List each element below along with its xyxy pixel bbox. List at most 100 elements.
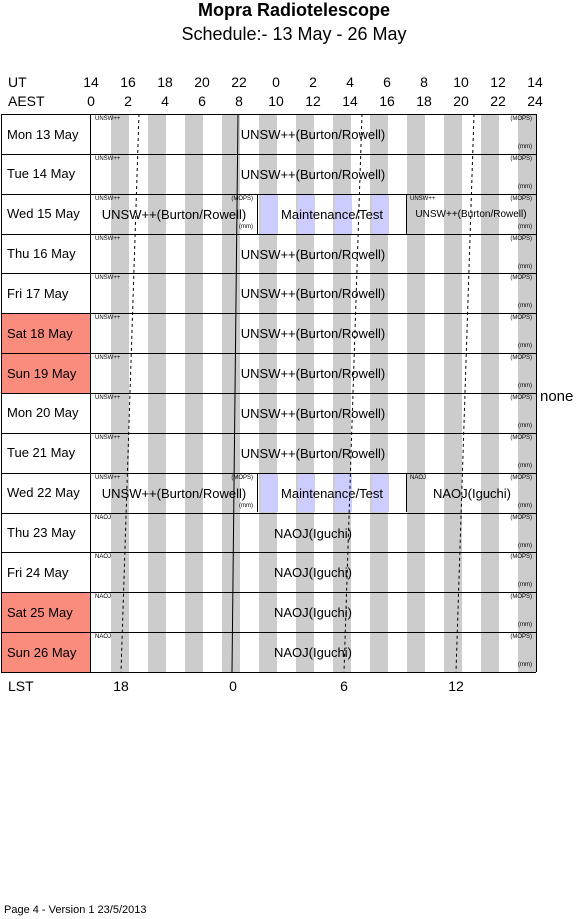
block-label: UNSW++(Burton/Rowell) bbox=[240, 366, 386, 382]
mm-tag: (mm) bbox=[518, 502, 532, 509]
day-cell: Tue 21 May bbox=[7, 445, 76, 461]
maintenance-stripe bbox=[335, 473, 352, 513]
row-divider bbox=[1, 153, 536, 155]
grid-border-right bbox=[536, 114, 537, 672]
row-divider bbox=[1, 233, 536, 235]
row-divider bbox=[1, 432, 536, 434]
mm-tag: (mm) bbox=[239, 223, 253, 230]
block-tag: UNSW++ bbox=[95, 275, 121, 282]
block-tag: NAOJ bbox=[95, 514, 112, 521]
maintenance-stripe bbox=[298, 473, 315, 513]
block-divider bbox=[406, 193, 407, 234]
mops-tag: (MOPS) bbox=[510, 634, 532, 641]
lst-line-12 bbox=[455, 113, 475, 673]
aest-tick: 10 bbox=[268, 93, 284, 109]
block-tag: NAOJ bbox=[95, 594, 112, 601]
day-cell: Mon 13 May bbox=[7, 126, 79, 142]
block-tag: NAOJ bbox=[95, 554, 112, 561]
row-divider bbox=[1, 114, 536, 115]
ut-tick: 6 bbox=[383, 74, 391, 90]
mm-tag: (mm) bbox=[518, 383, 532, 390]
mops-tag: (MOPS) bbox=[510, 355, 532, 362]
block-tag: UNSW++ bbox=[95, 116, 121, 122]
mm-tag: (mm) bbox=[518, 303, 532, 310]
block-tag: NAOJ bbox=[95, 634, 112, 641]
mm-tag: (mm) bbox=[518, 422, 532, 429]
maintenance-stripe bbox=[261, 473, 278, 513]
mops-tag: (MOPS) bbox=[510, 315, 532, 322]
mops-tag: (MOPS) bbox=[510, 394, 532, 401]
block-divider bbox=[257, 472, 258, 513]
mm-tag: (mm) bbox=[518, 462, 532, 469]
ut-tick: 18 bbox=[157, 74, 173, 90]
mops-tag: (MOPS) bbox=[510, 155, 532, 162]
block-tag: UNSW++ bbox=[410, 195, 436, 202]
day-cell: Sun 19 May bbox=[1, 353, 90, 393]
maintenance-stripe bbox=[372, 473, 389, 513]
mm-tag: (mm) bbox=[518, 662, 532, 669]
page-subtitle: Schedule:- 13 May - 26 May bbox=[181, 24, 407, 44]
aest-tick: 6 bbox=[198, 93, 206, 109]
block-label: NAOJ(Iguchi) bbox=[273, 565, 353, 581]
mops-tag: (MOPS) bbox=[510, 434, 532, 441]
block-label: UNSW++(Burton/Rowell) bbox=[101, 206, 247, 222]
maintenance-label: Maintenance/Test bbox=[281, 206, 383, 222]
day-cell: Wed 22 May bbox=[7, 485, 80, 501]
ut-label: UT bbox=[8, 74, 27, 90]
mops-tag: (MOPS) bbox=[510, 554, 532, 561]
ut-tick: 4 bbox=[346, 74, 354, 90]
mm-tag: (mm) bbox=[239, 502, 253, 509]
lst-line-6 bbox=[343, 113, 363, 673]
row-divider bbox=[1, 472, 536, 474]
mm-tag: (mm) bbox=[518, 343, 532, 350]
row-divider bbox=[1, 512, 536, 514]
day-cell: Mon 20 May bbox=[7, 405, 79, 421]
day-cell: Sun 26 May bbox=[1, 632, 90, 672]
lst-line-0 bbox=[231, 113, 239, 673]
block-label: UNSW++(Burton/Rowell) bbox=[240, 166, 386, 182]
lst-tick: 0 bbox=[229, 678, 237, 694]
mm-tag: (mm) bbox=[518, 542, 532, 549]
block-label: NAOJ(Iguchi) bbox=[273, 525, 353, 541]
row-divider bbox=[1, 552, 536, 554]
mops-tag: (MOPS) bbox=[510, 474, 532, 481]
mm-tag: (mm) bbox=[518, 582, 532, 589]
page-title: Mopra Radiotelescope bbox=[197, 0, 391, 20]
lst-label: LST bbox=[8, 678, 34, 694]
mm-tag: (mm) bbox=[518, 144, 532, 150]
day-cell: Tue 14 May bbox=[7, 166, 76, 182]
ut-tick: 8 bbox=[420, 74, 428, 90]
block-tag: UNSW++ bbox=[95, 434, 121, 441]
block-tag: UNSW++ bbox=[95, 315, 121, 322]
aest-tick: 14 bbox=[342, 93, 358, 109]
block-label: UNSW++(Burton/Rowell) bbox=[240, 246, 386, 262]
block-label: UNSW++(Burton/Rowell) bbox=[101, 485, 247, 501]
day-cell: Fri 24 May bbox=[7, 564, 69, 580]
block-label: UNSW++(Burton/Rowell) bbox=[240, 286, 386, 302]
ut-tick: 2 bbox=[309, 74, 317, 90]
day-cell: Wed 15 May bbox=[7, 206, 80, 222]
mops-tag: (MOPS) bbox=[510, 514, 532, 521]
block-tag: NAOJ bbox=[410, 474, 427, 481]
mm-tag: (mm) bbox=[518, 263, 532, 270]
block-divider bbox=[257, 193, 258, 234]
aest-tick: 16 bbox=[379, 93, 395, 109]
block-label: UNSW++(Burton/Rowell) bbox=[240, 445, 386, 461]
row-divider bbox=[1, 592, 536, 594]
ut-tick: 14 bbox=[83, 74, 99, 90]
mops-tag: (MOPS) bbox=[510, 275, 532, 282]
row-divider bbox=[1, 671, 536, 673]
ut-tick: 12 bbox=[490, 74, 506, 90]
block-label: NAOJ(Iguchi) bbox=[432, 485, 512, 501]
aest-label: AEST bbox=[8, 93, 45, 109]
mops-tag: (MOPS) bbox=[510, 195, 532, 202]
mops-tag: (MOPS) bbox=[510, 594, 532, 601]
mm-tag: (mm) bbox=[518, 223, 532, 230]
maintenance-stripe bbox=[372, 194, 389, 234]
ut-tick: 22 bbox=[231, 74, 247, 90]
block-label: UNSW++(Burton/Rowell) bbox=[240, 127, 386, 142]
maintenance-stripe bbox=[298, 194, 315, 234]
aest-tick: 12 bbox=[305, 93, 321, 109]
block-tag: UNSW++ bbox=[95, 235, 121, 242]
day-cell: Sat 25 May bbox=[1, 592, 90, 632]
